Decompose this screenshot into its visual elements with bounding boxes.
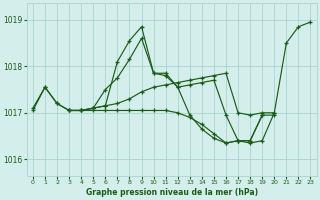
X-axis label: Graphe pression niveau de la mer (hPa): Graphe pression niveau de la mer (hPa) — [86, 188, 258, 197]
